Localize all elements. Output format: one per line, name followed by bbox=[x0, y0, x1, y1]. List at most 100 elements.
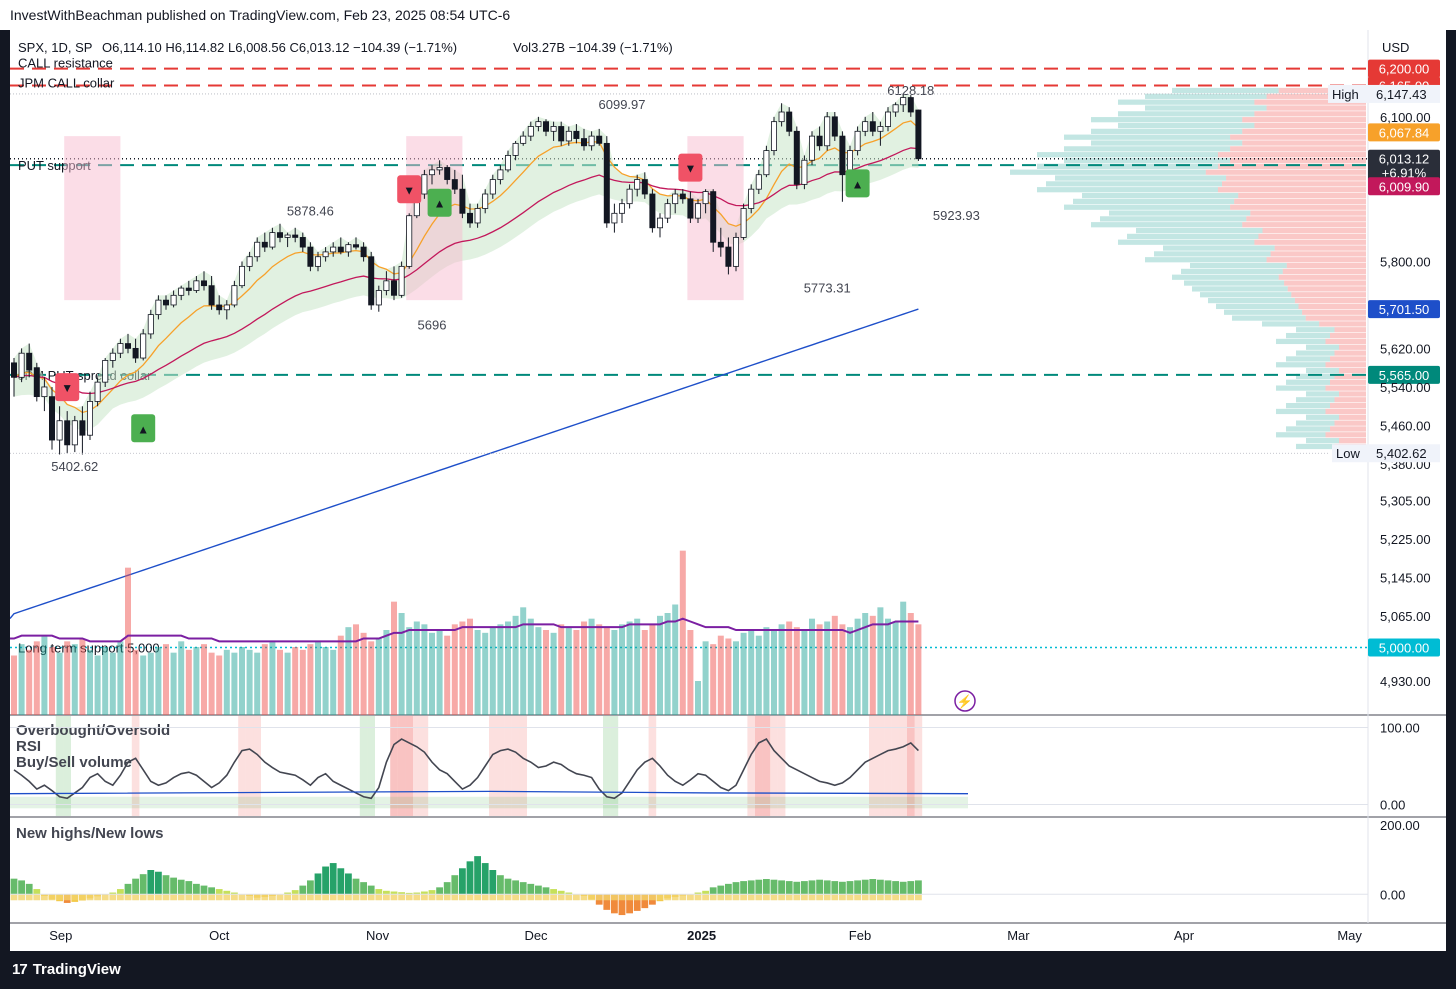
overbought-zone bbox=[489, 716, 497, 816]
new-highs-lows-bar bbox=[413, 892, 421, 895]
volume-bar bbox=[679, 550, 686, 715]
candle-body bbox=[824, 116, 831, 147]
new-lows-bar bbox=[162, 894, 170, 901]
new-lows-bar bbox=[740, 894, 747, 901]
volume-profile-bar bbox=[1208, 297, 1295, 304]
new-highs-lows-bar bbox=[443, 882, 451, 895]
volume-bar bbox=[634, 618, 641, 715]
oversold-zone bbox=[367, 716, 375, 816]
chart-area[interactable]: CALL resistance 6,200.00 JPM CALL collar 6,… bbox=[9, 30, 1446, 951]
new-lows-bar bbox=[565, 894, 573, 901]
new-lows-bar bbox=[823, 894, 831, 901]
volume-profile-bar bbox=[1216, 303, 1299, 310]
new-highs-lows-bar bbox=[177, 879, 185, 895]
new-lows-bar bbox=[63, 894, 71, 901]
overbought-zone bbox=[253, 716, 261, 816]
candle-body bbox=[809, 135, 816, 161]
volume-bar bbox=[717, 635, 724, 715]
sell-signal-icon: ▼ bbox=[403, 183, 415, 197]
volume-profile-bar bbox=[1145, 105, 1267, 111]
volume-bar bbox=[322, 647, 329, 715]
volume-profile-bar bbox=[1192, 286, 1288, 292]
volume-profile-bar bbox=[1291, 292, 1366, 298]
pane-axis-tick: 0.00 bbox=[1380, 887, 1405, 902]
new-lows-bar bbox=[299, 894, 307, 901]
volume-bar bbox=[497, 624, 504, 715]
overbought-zone bbox=[869, 716, 877, 816]
new-highs-lows-bar bbox=[231, 892, 238, 895]
new-lows-bar bbox=[215, 894, 223, 901]
candle-body bbox=[49, 396, 56, 441]
volume-profile-bar bbox=[1163, 245, 1275, 251]
candle-body bbox=[231, 285, 238, 306]
volume-bar bbox=[596, 624, 603, 715]
new-highs-lows-bar bbox=[823, 880, 831, 895]
volume-profile-bar bbox=[1091, 128, 1243, 134]
volume-bar bbox=[755, 635, 762, 715]
candle-body bbox=[200, 280, 207, 287]
volume-bar bbox=[862, 613, 869, 715]
candle-body bbox=[178, 287, 185, 296]
volume-bar bbox=[550, 632, 557, 715]
candle-body bbox=[702, 191, 709, 205]
new-highs-lows-bar bbox=[405, 892, 413, 895]
volume-profile-bar bbox=[1270, 251, 1366, 257]
volume-bar bbox=[702, 641, 709, 715]
price-axis-tick: 6,100.00 bbox=[1380, 110, 1431, 125]
new-lows-bar bbox=[132, 894, 139, 901]
new-lows-bar bbox=[208, 894, 215, 901]
new-highs-lows-bar bbox=[329, 863, 337, 895]
new-lows-bar bbox=[117, 894, 124, 901]
volume-profile-bar bbox=[1217, 152, 1366, 158]
price-annotation: 5402.62 bbox=[51, 459, 98, 474]
volume-bar bbox=[786, 621, 793, 715]
volume-bar bbox=[109, 652, 116, 715]
overbought-zone bbox=[519, 716, 527, 816]
candle-body bbox=[223, 304, 230, 311]
new-lows-bar bbox=[459, 894, 466, 901]
volume-profile-bar bbox=[1339, 438, 1366, 444]
tradingview-logo[interactable]: 17 TradingView bbox=[12, 961, 121, 978]
volume-profile-bar bbox=[1286, 379, 1330, 385]
volume-profile-bar bbox=[1246, 216, 1366, 222]
new-lows-bar bbox=[246, 894, 253, 901]
volume-profile-bar bbox=[1276, 362, 1326, 368]
new-highs-lows-bar bbox=[816, 879, 823, 895]
sell-signal-marker bbox=[678, 153, 703, 182]
volume-bar bbox=[816, 624, 823, 715]
volume-profile-bar bbox=[1010, 169, 1206, 175]
candle-body bbox=[155, 299, 162, 316]
oversold-zone bbox=[610, 716, 619, 816]
volume-bar bbox=[429, 632, 435, 715]
volume-profile-bar bbox=[1339, 367, 1366, 374]
new-lows-bar bbox=[352, 894, 360, 901]
new-lows-bar bbox=[801, 894, 808, 901]
new-lows-bar bbox=[793, 894, 801, 901]
chart-svg[interactable]: CALL resistance 6,200.00 JPM CALL collar 6,… bbox=[9, 30, 1446, 951]
overbought-zone bbox=[238, 716, 246, 816]
new-lows-bar bbox=[573, 894, 580, 901]
volume-profile-bar bbox=[1242, 140, 1366, 146]
new-highs-lows-bar bbox=[717, 885, 725, 895]
volume-bar bbox=[117, 641, 124, 715]
new-lows-bar bbox=[497, 894, 504, 901]
new-lows-bar bbox=[854, 894, 861, 901]
sell-signal-marker bbox=[55, 373, 80, 402]
volume-profile-bar bbox=[1325, 408, 1366, 415]
new-highs-lows-bar bbox=[519, 882, 527, 895]
rsi-line bbox=[13, 738, 919, 800]
price-axis-tick: 5,305.00 bbox=[1380, 493, 1431, 508]
new-lows-bar bbox=[33, 894, 41, 901]
candle-body bbox=[147, 314, 154, 335]
sell-signal-marker bbox=[397, 175, 422, 204]
volume-bar bbox=[170, 652, 177, 715]
volume-profile-bar bbox=[1276, 338, 1326, 345]
time-axis-label: Apr bbox=[1174, 928, 1195, 943]
candle-body bbox=[64, 420, 71, 446]
time-axis-label: Mar bbox=[1007, 928, 1030, 943]
candle-body bbox=[292, 234, 299, 238]
candle-body bbox=[238, 265, 245, 287]
volume-profile-bar bbox=[1154, 251, 1271, 257]
overbought-zone bbox=[420, 716, 429, 816]
